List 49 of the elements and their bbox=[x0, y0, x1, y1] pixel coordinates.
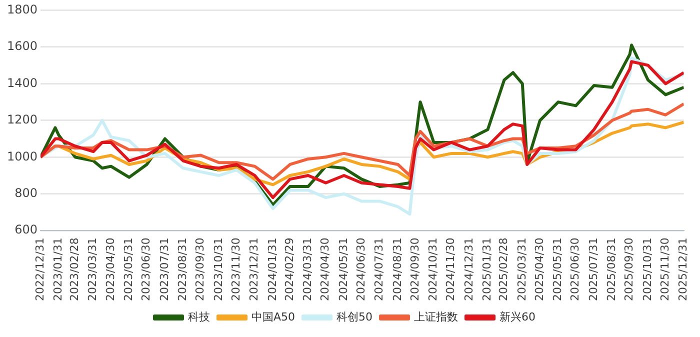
y-tick-label: 1000 bbox=[6, 149, 38, 164]
x-tick-label: 2024/10/31 bbox=[426, 238, 440, 302]
x-tick-label: 2024/05/31 bbox=[336, 238, 350, 302]
legend-label: 中国A50 bbox=[251, 310, 296, 324]
x-tick-label: 2024/07/31 bbox=[372, 238, 386, 302]
x-tick-label: 2023/09/30 bbox=[194, 238, 207, 302]
x-tick-label: 2023/01/31 bbox=[52, 238, 65, 302]
x-tick-label: 2025/02/28 bbox=[497, 238, 510, 302]
x-tick-label: 2023/11/30 bbox=[229, 238, 242, 302]
x-tick-label: 2023/06/30 bbox=[140, 238, 153, 302]
x-tick-label: 2025/05/31 bbox=[551, 238, 564, 302]
x-tick-label: 2025/06/30 bbox=[568, 238, 582, 302]
y-tick-label: 1400 bbox=[6, 76, 38, 90]
x-tick-label: 2023/07/31 bbox=[158, 238, 171, 302]
x-tick-label: 2023/05/31 bbox=[122, 238, 136, 302]
x-tick-label: 2024/09/30 bbox=[408, 238, 422, 302]
x-tick-label: 2022/12/31 bbox=[33, 238, 46, 302]
x-tick-label: 2024/04/30 bbox=[318, 238, 332, 302]
legend-label: 上证指数 bbox=[414, 310, 458, 324]
x-tick-label: 2024/12/31 bbox=[462, 238, 476, 302]
legend-label: 新兴60 bbox=[500, 310, 536, 324]
x-tick-label: 2024/08/31 bbox=[390, 238, 404, 302]
x-tick-label: 2024/03/31 bbox=[301, 238, 314, 302]
x-tick-label: 2025/04/30 bbox=[532, 238, 546, 302]
legend-label: 科创50 bbox=[336, 310, 373, 324]
x-tick-label: 2024/01/31 bbox=[266, 238, 279, 302]
x-tick-label: 2025/01/31 bbox=[480, 238, 494, 302]
x-tick-label: 2024/11/30 bbox=[444, 238, 458, 302]
y-tick-label: 1800 bbox=[6, 2, 38, 16]
y-tick-label: 800 bbox=[14, 186, 38, 200]
x-tick-label: 2024/06/30 bbox=[354, 238, 368, 302]
x-tick-label: 2023/03/31 bbox=[86, 238, 100, 302]
x-tick-label: 2025/10/31 bbox=[640, 238, 654, 302]
y-tick-label: 600 bbox=[14, 222, 38, 237]
y-tick-label: 1200 bbox=[6, 112, 38, 127]
x-tick-label: 2023/04/30 bbox=[104, 238, 117, 302]
x-tick-label: 2025/07/31 bbox=[586, 238, 600, 302]
x-tick-label: 2023/02/28 bbox=[68, 238, 82, 302]
x-tick-label: 2023/10/31 bbox=[212, 238, 225, 302]
x-tick-label: 2025/11/30 bbox=[658, 238, 672, 302]
legend-label: 科技 bbox=[188, 310, 210, 324]
x-tick-label: 2025/03/31 bbox=[515, 238, 528, 302]
x-tick-label: 2023/08/31 bbox=[176, 238, 190, 302]
y-tick-label: 1600 bbox=[6, 39, 38, 54]
x-tick-label: 2025/08/31 bbox=[605, 238, 618, 302]
x-tick-label: 2023/12/31 bbox=[248, 238, 261, 302]
x-tick-label: 2025/09/30 bbox=[622, 238, 636, 302]
x-tick-label: 2024/02/29 bbox=[282, 238, 296, 302]
x-tick-label: 2025/12/31 bbox=[676, 238, 690, 302]
